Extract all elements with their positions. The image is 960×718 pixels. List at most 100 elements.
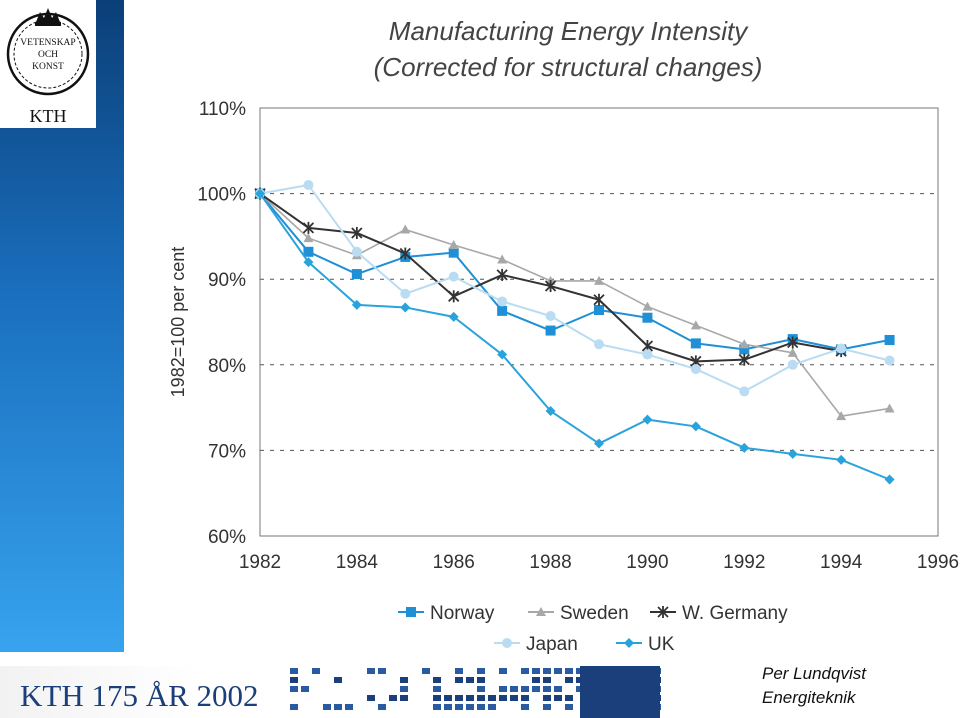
data-point <box>545 406 556 417</box>
legend-marker <box>406 607 416 617</box>
data-point <box>787 448 798 459</box>
pixel-block <box>422 668 430 674</box>
data-point <box>497 254 508 264</box>
data-point <box>594 305 604 316</box>
x-tick-label: 1990 <box>626 552 668 573</box>
logo-name: KTH <box>30 106 67 126</box>
pixel-block <box>510 686 518 692</box>
pixel-block <box>543 695 551 701</box>
series-line-norway <box>259 192 890 351</box>
pixel-block <box>477 686 485 692</box>
pixel-block <box>367 668 375 674</box>
data-point <box>690 421 701 432</box>
data-point <box>303 180 314 191</box>
data-point <box>787 359 798 370</box>
legend: Norway Sweden W. Germany Japan UK <box>398 603 788 655</box>
author-dept: Energiteknik <box>762 688 856 707</box>
series-line-sweden <box>259 193 890 417</box>
kth-logo: VETENSKAP OCH KONST KTH <box>0 0 96 128</box>
data-point <box>884 403 895 413</box>
pixel-block <box>334 677 342 683</box>
data-point <box>836 343 847 354</box>
x-tick-label: 1994 <box>820 552 863 573</box>
pixel-block <box>466 695 474 701</box>
x-tick-label: 1992 <box>723 552 765 573</box>
data-point <box>544 280 557 293</box>
chart-title: Manufacturing Energy Intensity <box>389 16 749 46</box>
pixel-block <box>477 677 485 683</box>
y-tick-label: 60% <box>208 527 246 548</box>
series-line-uk <box>259 193 890 481</box>
legend-marker <box>657 606 669 618</box>
pixel-block <box>521 668 529 674</box>
legend-label: Norway <box>430 603 495 624</box>
x-tick-label: 1984 <box>336 552 379 573</box>
pixel-block <box>499 668 507 674</box>
data-point <box>400 288 411 299</box>
data-point <box>642 349 653 360</box>
data-point <box>497 305 508 316</box>
pixel-block <box>554 686 562 692</box>
legend-label: Japan <box>526 634 578 655</box>
data-point <box>594 438 604 449</box>
pixel-block <box>444 704 452 710</box>
data-point <box>642 301 653 311</box>
chart-subtitle: (Corrected for structural changes) <box>374 52 763 82</box>
data-point <box>351 269 362 280</box>
pixel-block <box>554 668 562 674</box>
y-tick-label: 90% <box>208 270 246 291</box>
footer-dark-block <box>580 666 660 718</box>
data-point <box>400 302 411 313</box>
data-point <box>545 311 556 322</box>
data-point <box>787 347 798 357</box>
pixel-block <box>334 704 342 710</box>
pixel-block <box>499 686 507 692</box>
legend-label: Sweden <box>560 603 629 624</box>
pixel-block <box>378 704 386 710</box>
pixel-block <box>312 668 320 674</box>
data-point <box>255 188 265 199</box>
pixel-block <box>510 695 518 701</box>
pixel-block <box>488 695 496 701</box>
pixel-block <box>543 668 551 674</box>
x-tick-label: 1988 <box>529 552 571 573</box>
pixel-block <box>323 704 331 710</box>
data-point <box>303 257 314 268</box>
x-tick-label: 1982 <box>239 552 281 573</box>
pixel-block <box>455 668 463 674</box>
y-tick-label: 100% <box>197 185 246 206</box>
pixel-block <box>477 695 485 701</box>
pixel-block <box>345 704 353 710</box>
pixel-block <box>565 668 573 674</box>
legend-marker <box>536 607 546 616</box>
data-point <box>400 224 411 234</box>
pixel-block <box>532 677 540 683</box>
pixel-block <box>543 677 551 683</box>
pixel-block <box>488 704 496 710</box>
data-point <box>738 353 750 366</box>
pixel-block <box>290 668 298 674</box>
pixel-block <box>455 677 463 683</box>
pixel-block <box>466 704 474 710</box>
footer-title: KTH 175 ÅR 2002 <box>20 678 259 713</box>
data-point <box>642 414 653 425</box>
data-point <box>351 226 363 239</box>
pixel-block <box>499 695 507 701</box>
pixel-block <box>455 695 463 701</box>
pixel-block <box>290 677 298 683</box>
data-point <box>739 386 750 397</box>
data-point <box>303 246 314 257</box>
data-point <box>690 364 701 375</box>
footer-pixel-pattern <box>290 666 661 718</box>
legend-marker <box>502 638 512 648</box>
pixel-block <box>290 704 298 710</box>
pixel-block <box>389 695 397 701</box>
data-point <box>594 275 604 285</box>
data-point <box>884 474 895 485</box>
series-line-japan <box>259 184 890 393</box>
data-point <box>884 334 895 345</box>
pixel-block <box>290 686 298 692</box>
author-name: Per Lundqvist <box>762 664 866 683</box>
plot-frame <box>259 107 939 537</box>
